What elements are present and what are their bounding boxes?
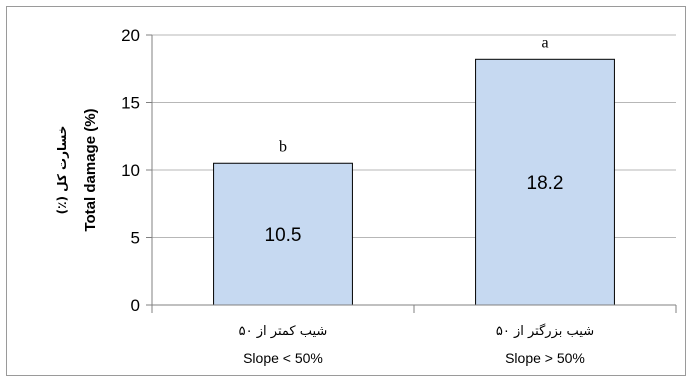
y-tick-label-10: 10 (121, 161, 140, 180)
x-category-label-persian-0: شیب کمتر از ۵۰ (239, 324, 328, 339)
y-tick-label-0: 0 (131, 296, 140, 315)
x-category-label-0: Slope < 50% (243, 350, 323, 366)
y-tick-label-5: 5 (131, 229, 140, 248)
x-category-label-1: Slope > 50% (505, 350, 585, 366)
significance-letter-0: b (279, 138, 287, 155)
bar-1 (475, 58, 615, 306)
x-categories: شیب کمتر از ۵۰ Slope < 50% شیب بزرگتر از ۵… (239, 323, 594, 366)
data-labels: 10.5 b 18.2 a (265, 34, 564, 246)
y-axis-label: Total damage (%) (82, 108, 99, 231)
y-tick-label-15: 15 (121, 94, 140, 113)
significance-letter-1: a (541, 34, 548, 51)
y-tick-label-20: 20 (121, 26, 140, 45)
bar-value-label-1: 18.2 (527, 173, 564, 194)
y-ticks: 0 5 10 15 20 (121, 26, 152, 315)
y-axis-label-persian: خسارت کل (٪) (55, 126, 69, 215)
bar-value-label-0: 10.5 (265, 225, 302, 246)
x-category-label-persian-1: شیب بزرگتر از ۵۰ (496, 323, 594, 339)
